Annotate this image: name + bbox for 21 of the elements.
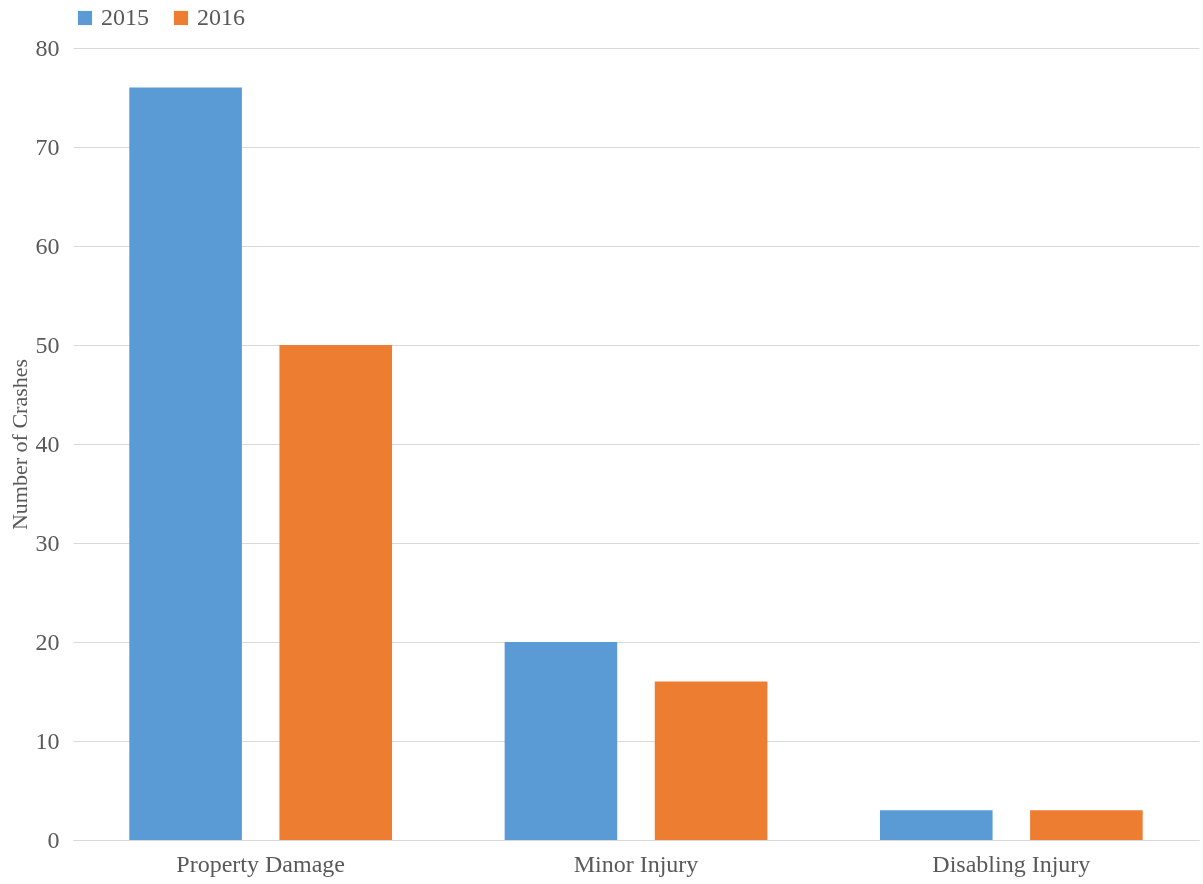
y-tick-label: 40 (35, 430, 60, 457)
bar (504, 642, 618, 840)
y-tick-label: 60 (35, 232, 60, 259)
x-tick-label: Disabling Injury (932, 850, 1091, 877)
legend-label: 2015 (101, 4, 149, 30)
x-tick-label: Property Damage (176, 850, 345, 877)
x-tick-label: Minor Injury (573, 850, 699, 877)
y-tick-label: 80 (35, 34, 60, 61)
bar (129, 87, 242, 840)
bar (279, 345, 393, 840)
bar (1030, 810, 1143, 840)
legend-label: 2016 (197, 4, 245, 30)
y-tick-label: 30 (35, 529, 60, 556)
bar (879, 810, 993, 840)
y-tick-label: 70 (35, 133, 60, 160)
bar (654, 681, 768, 840)
y-tick-label: 50 (35, 331, 60, 358)
y-tick-label: 20 (35, 628, 60, 655)
y-tick-label: 10 (35, 727, 60, 754)
y-tick-label: 0 (47, 826, 60, 853)
y-axis-title: Number of Crashes (6, 358, 32, 531)
